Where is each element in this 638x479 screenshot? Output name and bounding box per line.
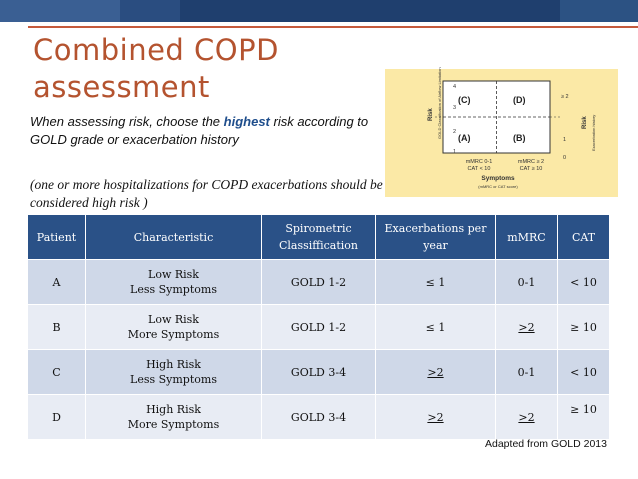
quadrant-a-label: (A) [458, 133, 471, 143]
header-patient: Patient [27, 214, 86, 260]
subtitle-highlight: highest [223, 114, 270, 129]
left-tick: 1 [453, 149, 457, 155]
title-rule [28, 26, 638, 28]
cell-exacerbations: ≤ 1 [375, 304, 496, 350]
cell-patient: B [27, 304, 86, 350]
x-right-caption: mMRC ≥ 2 CAT ≥ 10 [517, 159, 545, 172]
cell-characteristic: High Risk Less Symptoms [85, 349, 262, 395]
cell-exacerbations: ≤ 1 [375, 259, 496, 305]
x-left-caption: mMRC 0-1 CAT < 10 [465, 159, 493, 172]
hospitalization-note: (one or more hospitalizations for COPD e… [30, 177, 383, 210]
right-axis-subtitle: Exacerbation history [591, 114, 596, 151]
header-exacerbations: Exacerbations per year [375, 214, 496, 260]
cell-characteristic: High Risk More Symptoms [85, 394, 262, 440]
table-header-row: Patient Characteristic Spirometric Class… [27, 214, 610, 260]
quadrant-diagram [385, 69, 618, 197]
left-tick: 2 [453, 129, 457, 135]
header-spirometric: Spirometric Classiffication [261, 214, 376, 260]
left-axis-title: Risk [428, 108, 434, 121]
quadrant-c-label: (C) [458, 95, 471, 105]
x-axis-title: Symptoms [481, 175, 515, 182]
table-row: D High Risk More Symptoms GOLD 3-4 >2 >2… [27, 394, 610, 440]
cell-cat: < 10 [557, 349, 610, 395]
cell-cat: ≥ 10 [557, 304, 610, 350]
cell-patient: D [27, 394, 86, 440]
cell-spirometric: GOLD 1-2 [261, 259, 376, 305]
quadrant-d-label: (D) [513, 95, 526, 105]
cell-mmrc: 0-1 [495, 349, 558, 395]
x-axis-subtitle: (mMRC or CAT score) [478, 184, 518, 189]
banner-accent [560, 0, 638, 22]
right-tick: 0 [563, 155, 567, 161]
slide-title: Combined COPD assessment [33, 33, 279, 104]
banner-accent [0, 0, 120, 22]
table-row: B Low Risk More Symptoms GOLD 1-2 ≤ 1 >2… [27, 304, 610, 350]
cell-mmrc: 0-1 [495, 259, 558, 305]
cell-mmrc: >2 [495, 304, 558, 350]
cell-characteristic: Low Risk More Symptoms [85, 304, 262, 350]
cell-patient: A [27, 259, 86, 305]
copd-assessment-table: Patient Characteristic Spirometric Class… [27, 214, 610, 440]
cell-spirometric: GOLD 3-4 [261, 394, 376, 440]
cell-exacerbations: >2 [375, 349, 496, 395]
header-cat: CAT [557, 214, 610, 260]
cell-patient: C [27, 349, 86, 395]
gold-assessment-figure: (C) (D) (A) (B) 4 3 2 1 ≥ 2 1 0 Risk GOL… [385, 67, 618, 197]
cell-cat: < 10 [557, 259, 610, 305]
table-row: A Low Risk Less Symptoms GOLD 1-2 ≤ 1 0-… [27, 259, 610, 305]
cell-spirometric: GOLD 3-4 [261, 349, 376, 395]
cell-exacerbations: >2 [375, 394, 496, 440]
source-credit: Adapted from GOLD 2013 [485, 438, 607, 450]
table-row: C High Risk Less Symptoms GOLD 3-4 >2 0-… [27, 349, 610, 395]
cell-mmrc: >2 [495, 394, 558, 440]
subtitle-text: risk according to GOLD grade or exacerba… [30, 114, 369, 147]
right-axis-title: Risk [582, 116, 588, 129]
cell-spirometric: GOLD 1-2 [261, 304, 376, 350]
right-tick: ≥ 2 [561, 94, 569, 100]
cell-characteristic: Low Risk Less Symptoms [85, 259, 262, 305]
left-axis-subtitle: GOLD Classification of Airflow Limitatio… [437, 67, 442, 139]
left-tick: 4 [453, 84, 457, 90]
quadrant-b-label: (B) [513, 133, 526, 143]
right-tick: 1 [563, 137, 567, 143]
header-characteristic: Characteristic [85, 214, 262, 260]
subtitle-text: When assessing risk, choose the [30, 114, 224, 129]
cell-cat: ≥ 10 [557, 394, 610, 440]
banner-accent [120, 0, 180, 22]
top-banner [0, 0, 638, 22]
header-mmrc: mMRC [495, 214, 558, 260]
left-tick: 3 [453, 105, 457, 111]
slide-subtitle: When assessing risk, choose the highest … [30, 113, 400, 149]
